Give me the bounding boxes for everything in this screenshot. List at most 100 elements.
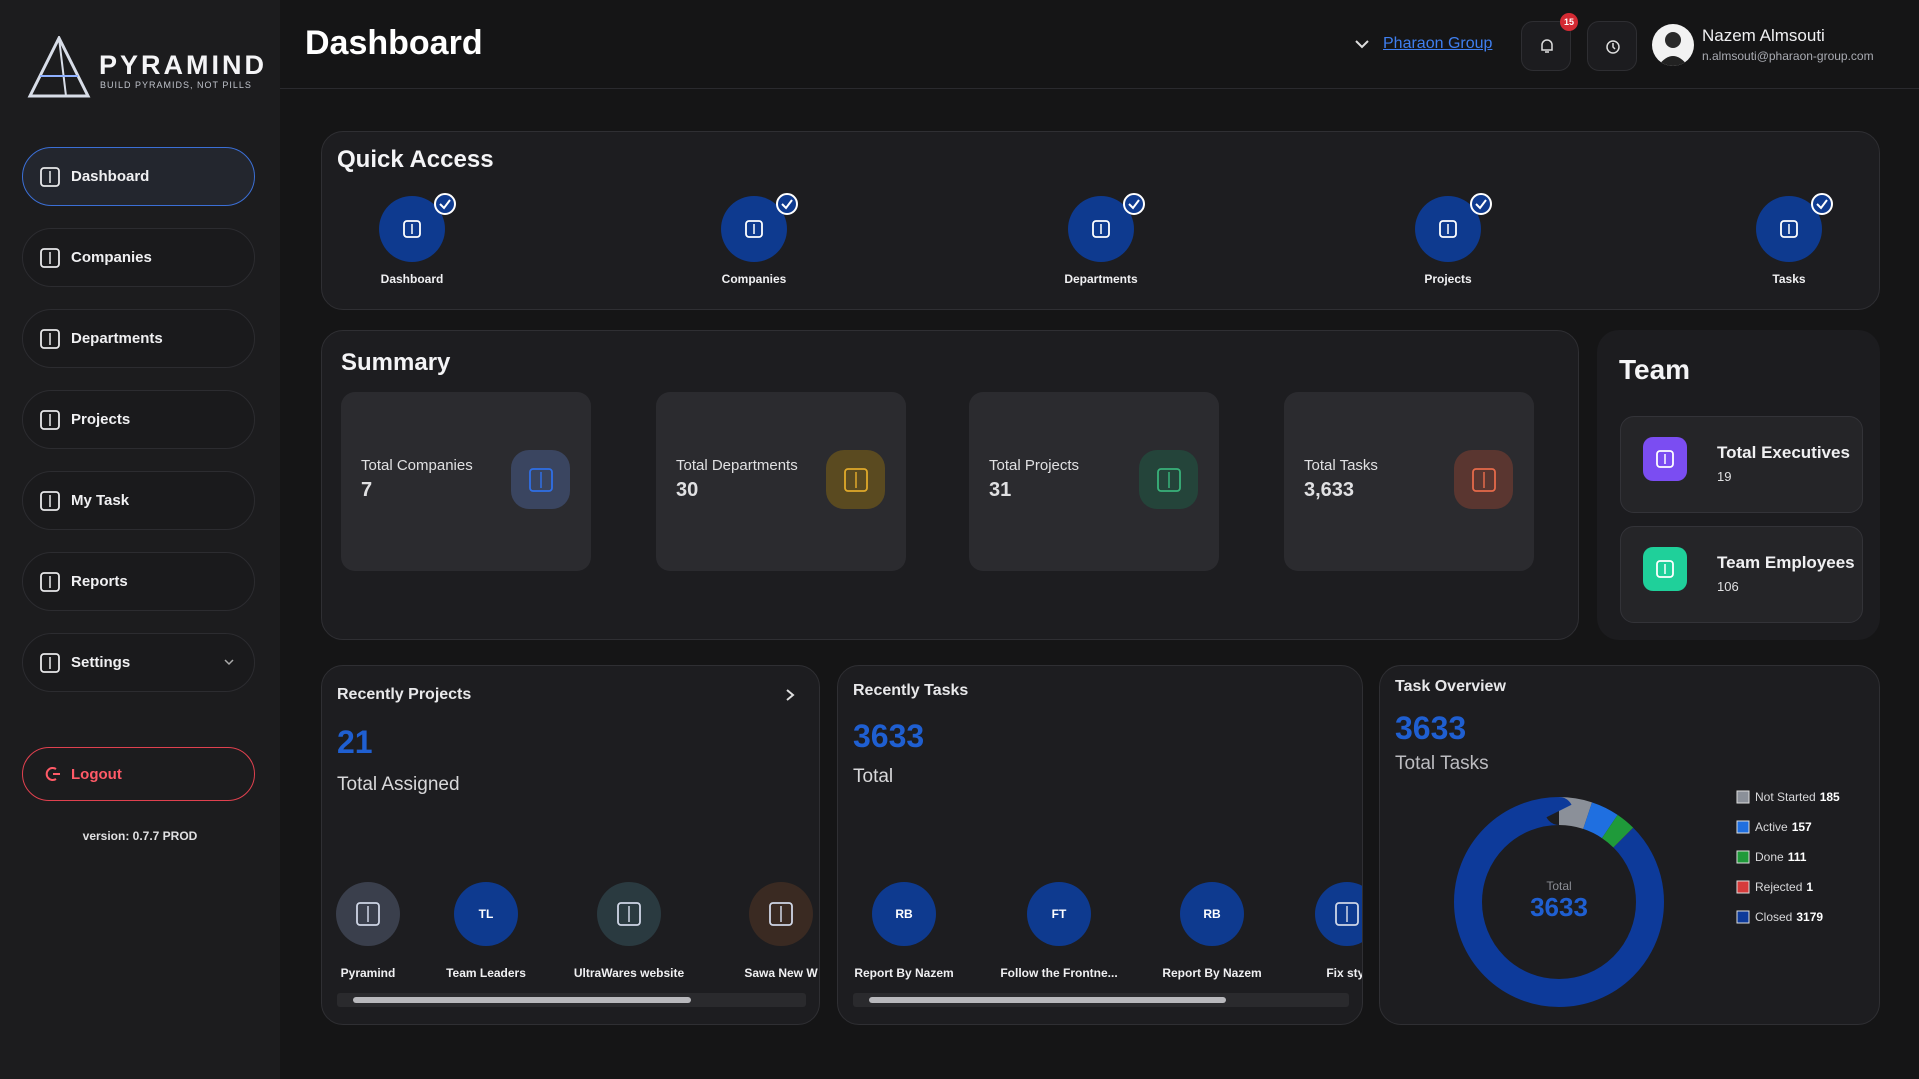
- icon-shape: [1439, 220, 1457, 238]
- icon: [356, 902, 380, 926]
- history-button[interactable]: [1587, 21, 1637, 71]
- icon: [40, 247, 60, 268]
- quick-access-label: Companies: [721, 272, 787, 286]
- team-title: Team: [1619, 354, 1691, 385]
- logout-label: Logout: [71, 765, 122, 783]
- quick-access-icon: [721, 193, 798, 262]
- icon-shape: [40, 652, 60, 673]
- icon: [403, 220, 421, 238]
- task-overview-caption: Total Tasks: [1395, 753, 1489, 774]
- quick-access-icon: [1756, 193, 1833, 262]
- item-avatar: [749, 882, 813, 946]
- nav-item[interactable]: Reports: [22, 552, 255, 611]
- quick-access-item[interactable]: Dashboard: [352, 193, 472, 286]
- icon: [745, 220, 763, 238]
- icon-shape: [403, 220, 421, 238]
- bell-icon: [1541, 39, 1553, 53]
- nav-item[interactable]: Companies: [22, 228, 255, 287]
- summary-stat-card: Total Tasks 3,633: [1284, 392, 1534, 571]
- icon: [1092, 220, 1110, 238]
- summary-stat-label: Total Departments: [676, 457, 798, 474]
- org-link[interactable]: Pharaon Group: [1383, 35, 1493, 52]
- logo-title: PYRAMIND: [99, 50, 268, 80]
- badge-circle: [1811, 193, 1833, 215]
- nav-item[interactable]: Settings: [22, 633, 255, 692]
- logout-icon: [45, 767, 60, 781]
- recent-projects-title: Recently Projects: [337, 686, 472, 703]
- scrollbar-thumb[interactable]: [869, 997, 1226, 1003]
- icon-shape: [40, 166, 60, 187]
- summary-stat-icon: [511, 450, 570, 509]
- nav-item[interactable]: Departments: [22, 309, 255, 368]
- summary-stat-value: 30: [676, 479, 699, 501]
- version: version: 0.7.7 PROD: [82, 829, 198, 843]
- icon: [1156, 467, 1181, 492]
- recent-projects-count: 21: [337, 724, 373, 760]
- quick-access-item[interactable]: Tasks: [1729, 193, 1849, 286]
- icon: [1335, 902, 1359, 926]
- nav-item[interactable]: Projects: [22, 390, 255, 449]
- logout-button[interactable]: Logout: [22, 747, 255, 801]
- legend-name: Done: [1755, 850, 1784, 864]
- notifications-button[interactable]: 15: [1521, 13, 1578, 71]
- carousel-item[interactable]: Fix styl: [1272, 882, 1362, 980]
- carousel-item[interactable]: UltraWares website: [554, 882, 704, 980]
- carousel-item[interactable]: Pyramind: [322, 882, 443, 980]
- user-email: n.almsouti@pharaon-group.com: [1702, 49, 1874, 63]
- carousel-item[interactable]: TL Team Leaders: [411, 882, 561, 980]
- logo-tagline: BUILD PYRAMIDS, NOT PILLS: [100, 80, 252, 90]
- quick-access-label: Departments: [1064, 272, 1138, 286]
- nav-label: Settings: [71, 654, 131, 671]
- nav-label: Departments: [71, 330, 163, 347]
- carousel-item[interactable]: RB Report By Nazem: [1137, 882, 1287, 980]
- legend-entry: Done 111: [1755, 850, 1807, 864]
- scrollbar[interactable]: [337, 993, 806, 1007]
- task-overview-card: Task Overview 3633 Total Tasks Total 363…: [1379, 665, 1880, 1025]
- recent-projects-caption: Total Assigned: [337, 774, 460, 795]
- org-chevron[interactable]: [1354, 37, 1370, 51]
- badge-check: [1816, 199, 1828, 210]
- carousel-item[interactable]: RB Report By Nazem: [838, 882, 979, 980]
- carousel-item[interactable]: Sawa New W: [706, 882, 819, 980]
- task-overview-count: 3633: [1395, 710, 1467, 746]
- scrollbar-thumb[interactable]: [353, 997, 691, 1003]
- team-stat-icon: [1643, 547, 1687, 591]
- chevron: [224, 658, 234, 665]
- legend-swatch: [1736, 790, 1750, 804]
- legend-entry: Not Started 185: [1755, 790, 1840, 804]
- icon-shape: [1335, 902, 1359, 926]
- user-avatar[interactable]: [1652, 24, 1694, 66]
- quick-access-item[interactable]: Projects: [1388, 193, 1508, 286]
- summary-stat-value: 31: [989, 479, 1012, 501]
- check-badge: [776, 193, 798, 215]
- icon-shape: [843, 467, 868, 492]
- scrollbar[interactable]: [853, 993, 1349, 1007]
- nav-item[interactable]: Dashboard: [22, 147, 255, 206]
- recent-projects-arrow[interactable]: [784, 688, 796, 702]
- team-card: Team Total Executives 19 Team Employees 106: [1597, 330, 1880, 640]
- summary-stat-label: Total Projects: [989, 457, 1080, 474]
- item-avatar: RB: [872, 882, 936, 946]
- carousel-item[interactable]: FT Follow the Frontne...: [984, 882, 1134, 980]
- item-name: Report By Nazem: [1162, 966, 1262, 980]
- nav-label: Companies: [71, 249, 152, 266]
- icon: [769, 902, 793, 926]
- badge-check: [781, 199, 793, 210]
- nav-item[interactable]: My Task: [22, 471, 255, 530]
- quick-access-icon: [1415, 193, 1492, 262]
- legend-value: 1: [1806, 880, 1813, 894]
- icon: [40, 652, 60, 673]
- quick-access-item[interactable]: Companies: [694, 193, 814, 286]
- team-stat-value: 19: [1717, 469, 1732, 484]
- item-avatar: RB: [1180, 882, 1244, 946]
- quick-access-item[interactable]: Departments: [1041, 193, 1161, 286]
- task-overview-title: Task Overview: [1395, 678, 1506, 695]
- team-stat-card: Team Employees 106: [1620, 526, 1863, 623]
- user-avatar-image: [1658, 32, 1688, 66]
- item-name: Fix styl: [1326, 966, 1362, 980]
- team-stat-value: 106: [1717, 579, 1739, 594]
- icon: [40, 490, 60, 511]
- legend-swatch: [1736, 910, 1750, 924]
- quick-access-label: Tasks: [1772, 272, 1806, 286]
